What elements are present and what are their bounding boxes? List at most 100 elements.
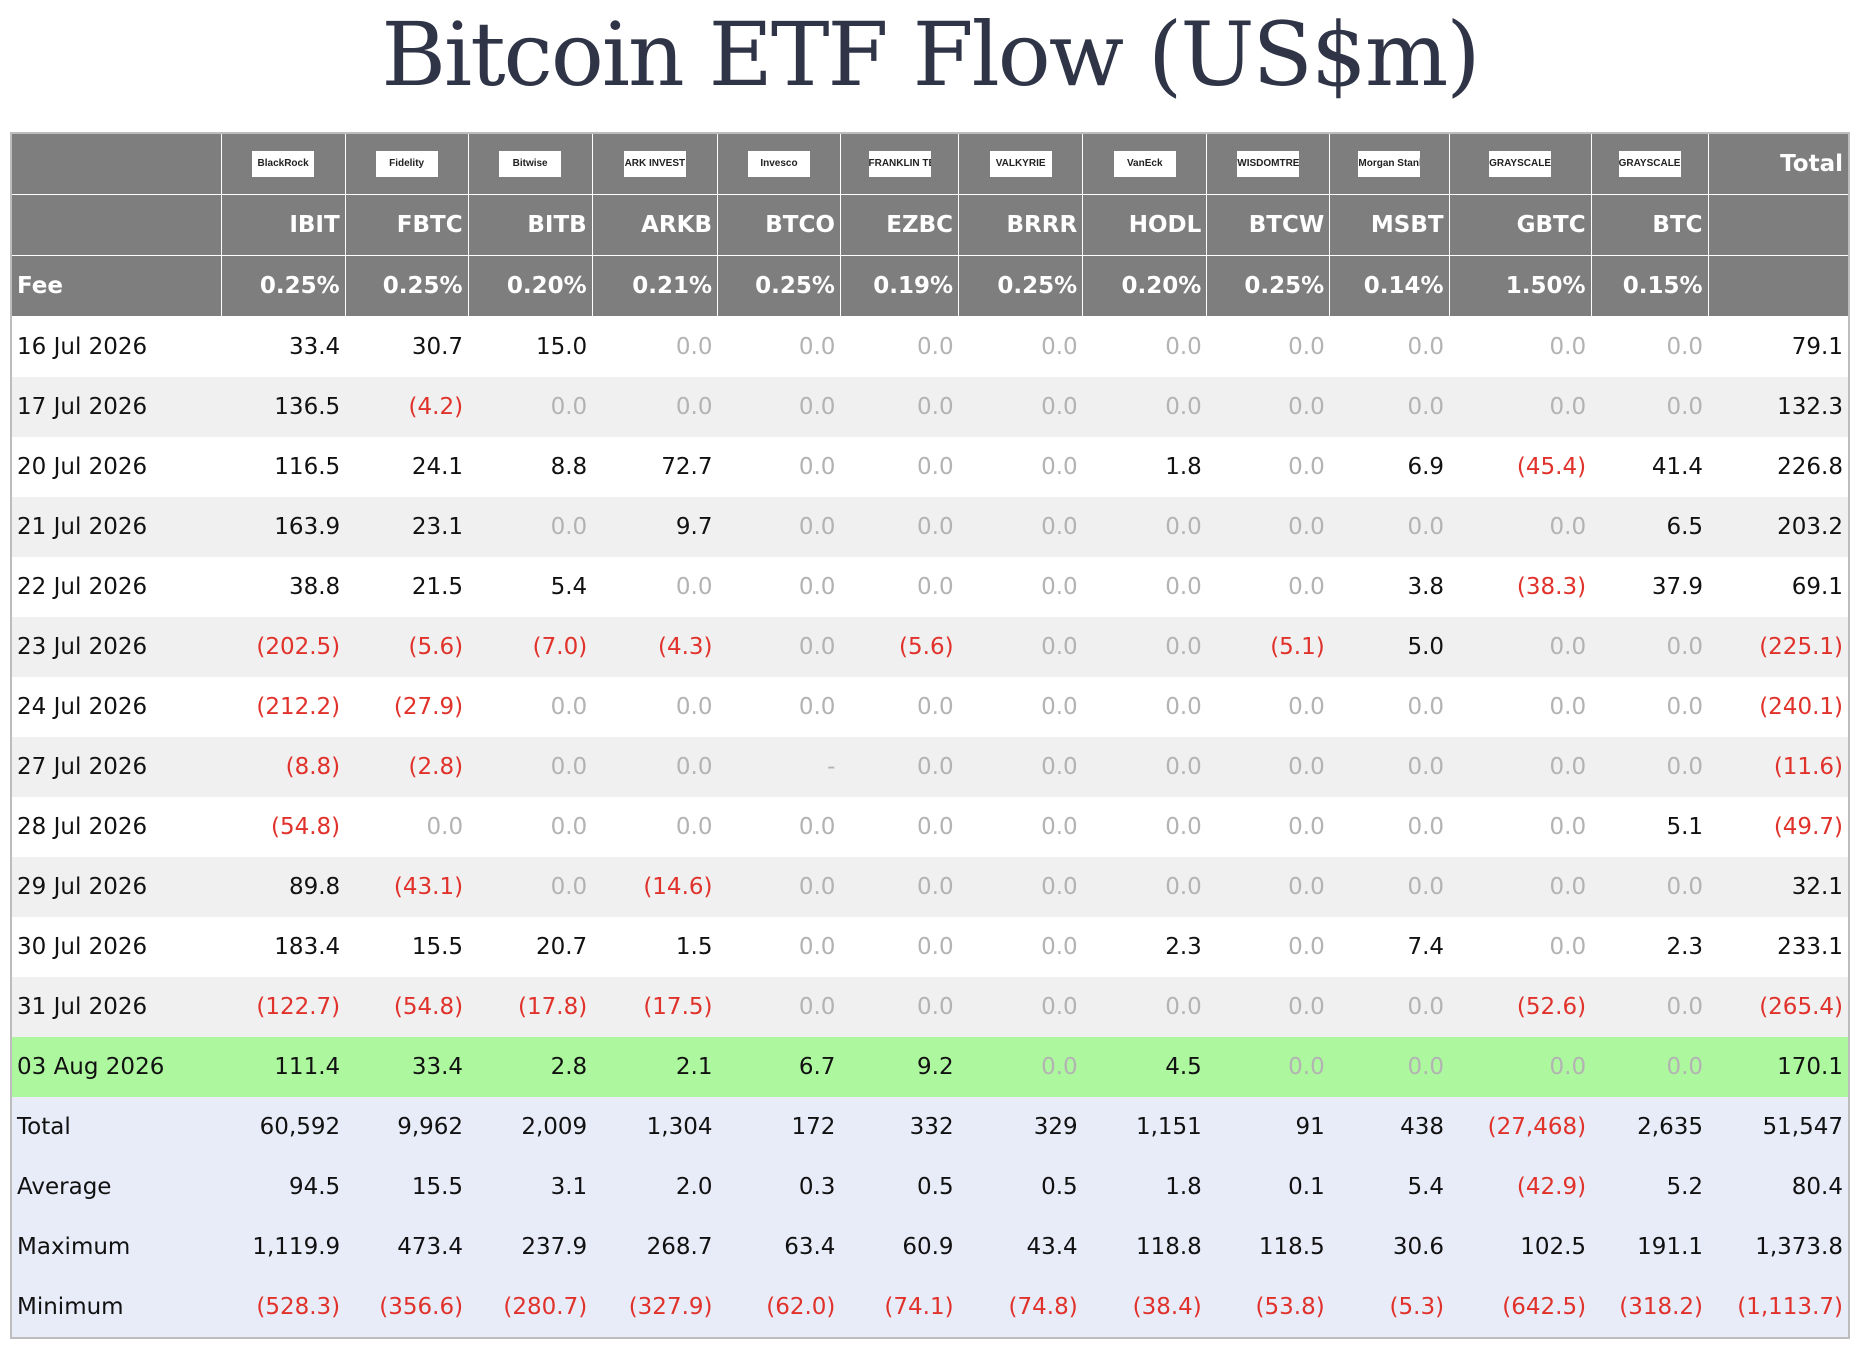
flow-value: 2.8 bbox=[468, 1037, 593, 1097]
flow-value: 6.9 bbox=[1407, 454, 1445, 480]
flow-value: 0.0 bbox=[958, 857, 1083, 917]
summary-value: 9,962 bbox=[345, 1097, 469, 1157]
flow-value: 0.0 bbox=[1206, 497, 1330, 557]
summary-row: Total 60,592 9,962 2,009 1,304 172 332 329 1,151… bbox=[11, 1097, 1849, 1157]
flow-value: 0.0 bbox=[1329, 377, 1450, 437]
flow-value: 0.0 bbox=[1549, 934, 1587, 960]
flow-value: 0.0 bbox=[1082, 977, 1207, 1037]
summary-value: 60.9 bbox=[840, 1217, 959, 1277]
flow-value: 0.0 bbox=[592, 737, 718, 797]
fee-value: 0.25% bbox=[345, 255, 469, 317]
fee-row: Fee 0.25% 0.25% 0.20% 0.21% 0.25% 0.19% 0.25% 0.… bbox=[11, 255, 1850, 317]
flow-value: 0.0 bbox=[917, 814, 954, 840]
flow-value: (27.9) bbox=[393, 694, 464, 720]
table-row: 16 Jul 2026 33.4 30.7 15.0 0.0 0.0 0.0 0.0 0.0 0.… bbox=[11, 317, 1849, 378]
flow-value: 0.0 bbox=[1329, 1037, 1450, 1097]
flow-value: - bbox=[717, 737, 841, 797]
flow-value: 0.0 bbox=[1041, 334, 1078, 360]
row-total: 132.3 bbox=[1708, 377, 1849, 437]
flow-value: 6.5 bbox=[1591, 497, 1709, 557]
issuer-logo-cell: ARK INVEST bbox=[592, 133, 719, 195]
row-total: 226.8 bbox=[1777, 454, 1843, 480]
ticker-corner-cell bbox=[11, 194, 222, 256]
fee-value: 0.14% bbox=[1329, 255, 1450, 317]
fee-value: 0.20% bbox=[468, 255, 593, 317]
flow-value: 0.0 bbox=[917, 574, 954, 600]
issuer-logo: VALKYRIE bbox=[989, 151, 1052, 178]
flow-value: 0.0 bbox=[1288, 334, 1325, 360]
summary-label: Minimum bbox=[11, 1277, 222, 1338]
summary-value: 118.5 bbox=[1206, 1217, 1330, 1277]
flow-value: 5.0 bbox=[1329, 617, 1450, 677]
ticker-header: BTCW bbox=[1206, 194, 1331, 256]
flow-value: 20.7 bbox=[535, 934, 588, 960]
issuer-logo: FRANKLIN TEMPLETON bbox=[868, 151, 931, 178]
flow-value: (14.6) bbox=[592, 857, 718, 917]
summary-value: 1,151 bbox=[1082, 1097, 1207, 1157]
flow-value: 0.0 bbox=[1407, 694, 1445, 720]
fee-value: 0.19% bbox=[840, 255, 960, 317]
summary-value: 0.5 bbox=[958, 1157, 1083, 1217]
fee-total-blank bbox=[1708, 255, 1850, 317]
ticker-header: HODL bbox=[1082, 194, 1208, 256]
flow-value: 1.5 bbox=[675, 934, 713, 960]
fee-value: 0.25% bbox=[221, 255, 346, 317]
flow-value: 0.0 bbox=[550, 814, 588, 840]
summary-value: 0.1 bbox=[1206, 1157, 1330, 1217]
flow-value: 116.5 bbox=[274, 454, 341, 480]
fee-value: 0.15% bbox=[1591, 255, 1709, 317]
table-row: 03 Aug 2026 111.4 33.4 2.8 2.1 6.7 9.2 0.0 4.5 0.… bbox=[11, 1037, 1849, 1097]
summary-value: (74.8) bbox=[958, 1277, 1083, 1338]
fee-value: 0.25% bbox=[1206, 255, 1331, 317]
issuer-logo-cell: Fidelity bbox=[345, 133, 469, 195]
summary-value: 15.5 bbox=[345, 1157, 469, 1217]
row-date: 27 Jul 2026 bbox=[11, 737, 222, 797]
ticker-row: IBIT FBTC BITB ARKB BTCO EZBC BRRR HODL BTCW MSBT… bbox=[11, 194, 1850, 256]
flow-value: 0.0 bbox=[1288, 814, 1325, 840]
flow-value: 0.0 bbox=[798, 334, 836, 360]
flow-value: 0.0 bbox=[717, 977, 841, 1037]
flow-value: 0.0 bbox=[1449, 617, 1592, 677]
flow-value: 23.1 bbox=[345, 497, 469, 557]
summary-total: 51,547 bbox=[1708, 1097, 1849, 1157]
flow-value: 0.0 bbox=[1082, 617, 1207, 677]
flow-value: 111.4 bbox=[221, 1037, 346, 1097]
flow-value: 0.0 bbox=[1449, 857, 1592, 917]
flow-value: 0.0 bbox=[426, 814, 464, 840]
flow-value: 0.0 bbox=[468, 497, 593, 557]
row-date: 31 Jul 2026 bbox=[11, 977, 222, 1037]
row-total: 69.1 bbox=[1791, 574, 1843, 600]
flow-value: 0.0 bbox=[958, 617, 1083, 677]
flow-value: 33.4 bbox=[288, 334, 341, 360]
row-date: 22 Jul 2026 bbox=[17, 574, 148, 600]
table-row: 17 Jul 2026 136.5 (4.2) 0.0 0.0 0.0 0.0 0.0 0.0 0… bbox=[11, 377, 1849, 437]
flow-value: (52.6) bbox=[1449, 977, 1592, 1037]
flow-value: (54.8) bbox=[270, 814, 341, 840]
row-date: 21 Jul 2026 bbox=[11, 497, 222, 557]
issuer-logo-row: BlackRock Fidelity Bitwise ARK INVEST Invesc… bbox=[11, 133, 1850, 195]
flow-value: 0.0 bbox=[1449, 737, 1592, 797]
flow-value: 0.0 bbox=[550, 694, 588, 720]
flow-value: (17.5) bbox=[592, 977, 718, 1037]
flow-value: 8.8 bbox=[550, 454, 588, 480]
table-row: 24 Jul 2026 (212.2) (27.9) 0.0 0.0 0.0 0.0 0.0 0… bbox=[11, 677, 1849, 737]
table-row: 31 Jul 2026 (122.7) (54.8) (17.8) (17.5) 0.0 0… bbox=[11, 977, 1849, 1037]
summary-value: 3.1 bbox=[468, 1157, 593, 1217]
flow-value: (45.4) bbox=[1516, 454, 1587, 480]
flow-value: 0.0 bbox=[917, 334, 954, 360]
flow-value: (5.6) bbox=[345, 617, 469, 677]
flow-value: 9.7 bbox=[592, 497, 718, 557]
flow-value: 0.0 bbox=[1549, 694, 1587, 720]
ticker-header: BTC bbox=[1591, 194, 1709, 256]
flow-value: 0.0 bbox=[1591, 1037, 1709, 1097]
row-date: 30 Jul 2026 bbox=[17, 934, 148, 960]
summary-total: 1,373.8 bbox=[1708, 1217, 1849, 1277]
flow-value: 0.0 bbox=[1329, 737, 1450, 797]
summary-value: (62.0) bbox=[717, 1277, 841, 1338]
summary-total: 80.4 bbox=[1708, 1157, 1849, 1217]
summary-row: Maximum 1,119.9 473.4 237.9 268.7 63.4 60.9 43.… bbox=[11, 1217, 1849, 1277]
summary-value: 1,119.9 bbox=[221, 1217, 346, 1277]
flow-value: (7.0) bbox=[468, 617, 593, 677]
issuer-logo-cell: GRAYSCALE bbox=[1591, 133, 1709, 195]
ticker-header: ARKB bbox=[592, 194, 719, 256]
